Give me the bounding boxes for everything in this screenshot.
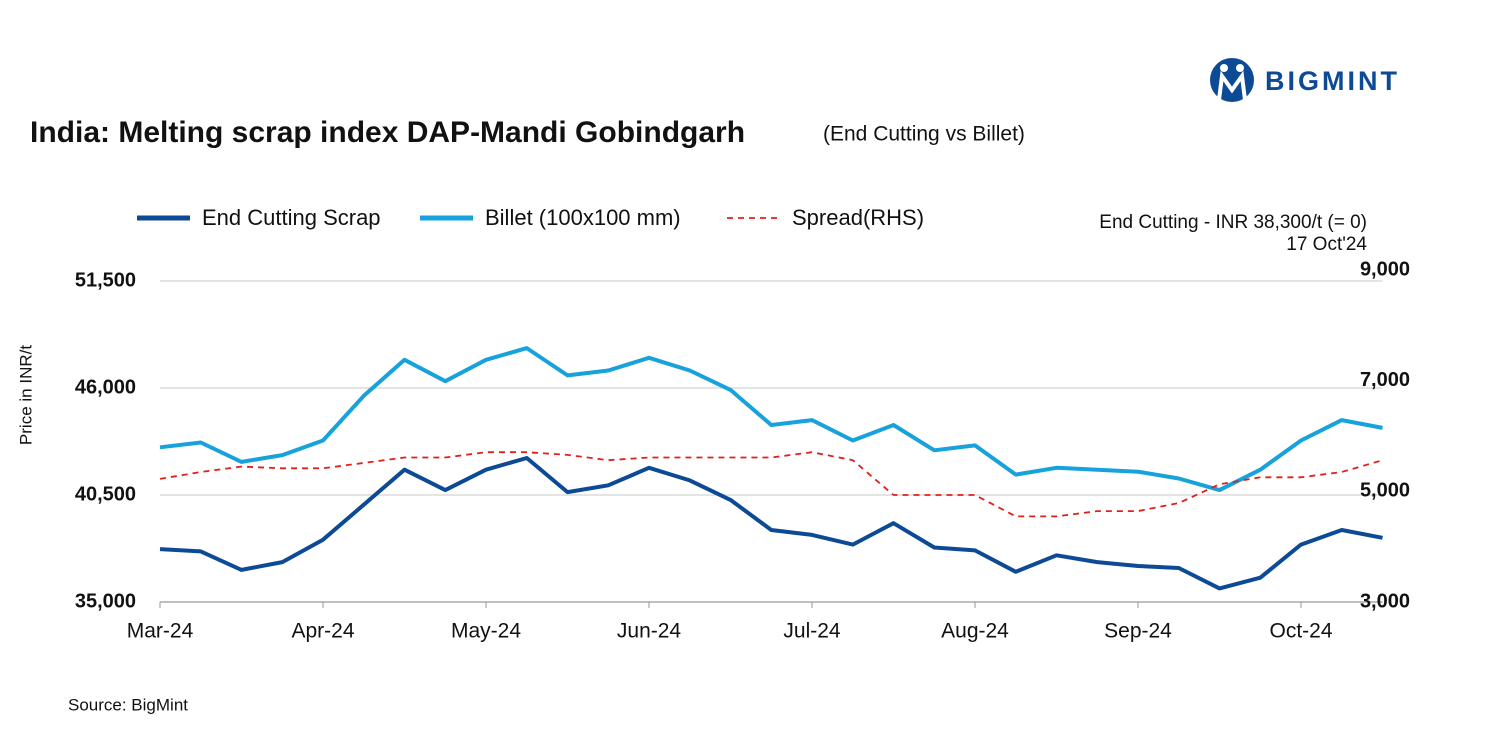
legend-label: Spread(RHS): [792, 205, 924, 230]
logo-icon-dot: [1236, 64, 1244, 72]
x-tick-label: Jul-24: [783, 620, 841, 643]
x-tick-label: Oct-24: [1269, 620, 1332, 643]
y2-tick-label: 5,000: [1360, 480, 1410, 502]
y2-tick-label: 3,000: [1360, 590, 1410, 612]
x-tick-label: Aug-24: [941, 620, 1009, 643]
logo-icon-dot: [1220, 64, 1228, 72]
logo-text: BIGMINT: [1265, 66, 1400, 96]
logo-icon: [1210, 58, 1254, 102]
logo-icon-m: [1217, 70, 1247, 101]
series-line: [159, 346, 1383, 493]
legend-label: Billet (100x100 mm): [485, 205, 681, 230]
x-tick-label: Sep-24: [1104, 620, 1172, 643]
annotation: End Cutting - INR 38,300/t (= 0): [1099, 212, 1367, 233]
logo: BIGMINT: [1210, 58, 1400, 102]
x-tick-label: May-24: [451, 620, 521, 643]
x-tick-label: Jun-24: [617, 620, 682, 643]
y-tick-label: 46,000: [75, 376, 136, 398]
y2-tick-label: 9,000: [1360, 258, 1410, 280]
source: Source: BigMint: [68, 695, 188, 714]
series-line: [159, 456, 1383, 591]
y-tick-label: 51,500: [75, 269, 136, 291]
y2-tick-label: 7,000: [1360, 369, 1410, 391]
legend-label: End Cutting Scrap: [202, 205, 381, 230]
x-tick-label: Apr-24: [291, 620, 354, 643]
y-tick-label: 40,500: [75, 483, 136, 505]
chart-subtitle: (End Cutting vs Billet): [823, 123, 1025, 146]
y-axis-label: Price in INR/t: [16, 345, 35, 445]
x-tick-label: Mar-24: [127, 620, 194, 643]
annotation: 17 Oct'24: [1286, 234, 1367, 255]
chart-title: India: Melting scrap index DAP-Mandi Gob…: [30, 116, 745, 149]
y-tick-label: 35,000: [75, 590, 136, 612]
